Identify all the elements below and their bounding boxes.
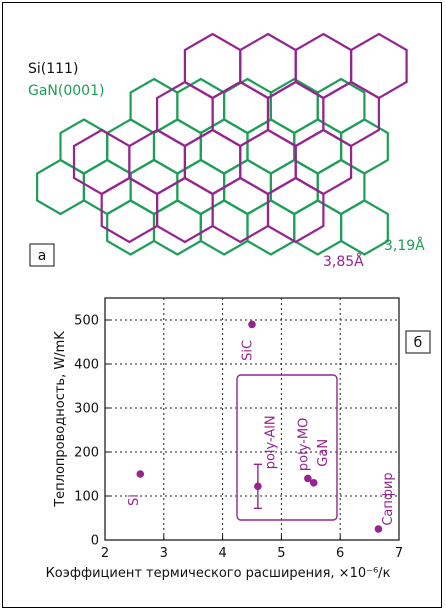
data-point bbox=[254, 482, 262, 491]
panel-b-label-box bbox=[405, 330, 431, 354]
legend-si: Si(111) bbox=[28, 61, 78, 77]
data-point bbox=[136, 470, 145, 478]
si-lattice bbox=[72, 32, 408, 244]
lattice-hexagon bbox=[246, 118, 296, 175]
lattice-hexagon bbox=[266, 176, 325, 244]
lattice-hexagon bbox=[316, 158, 366, 216]
y-tick-label: 200 bbox=[74, 446, 99, 461]
data-point bbox=[374, 525, 383, 533]
lattice-hexagon bbox=[176, 77, 226, 135]
lattice-hexagon bbox=[223, 158, 272, 216]
lattice-hexagon bbox=[239, 32, 297, 100]
lattice-hexagon bbox=[129, 77, 179, 135]
x-axis-label: Коэффициент термического расширения, ×10… bbox=[46, 566, 391, 581]
data-point bbox=[248, 320, 256, 329]
axis-ticks: 2 3 4 5 6 7 0 100 200 300 400 500 bbox=[74, 314, 403, 562]
lattice-hexagon bbox=[152, 118, 202, 175]
outer-frame bbox=[2, 2, 442, 608]
x-tick-label: 7 bbox=[395, 546, 403, 561]
chart-grid bbox=[105, 298, 399, 540]
lattice-hexagon bbox=[269, 77, 319, 135]
lattice-hexagon bbox=[156, 80, 214, 148]
lattice-hexagon bbox=[322, 80, 380, 148]
gan-lattice bbox=[35, 77, 389, 256]
y-tick-label: 0 bbox=[91, 534, 99, 549]
lattice-hexagon bbox=[239, 128, 297, 196]
lattice-hexagon bbox=[106, 199, 156, 256]
y-tick-label: 500 bbox=[74, 314, 99, 329]
gan-lattice-constant: 3,19Å bbox=[384, 237, 425, 254]
data-point bbox=[304, 474, 312, 483]
lattice-hexagon bbox=[59, 118, 109, 175]
y-tick-label: 300 bbox=[74, 402, 99, 417]
x-tick-label: 3 bbox=[160, 546, 168, 561]
point-label: SiC bbox=[241, 340, 256, 361]
point-label: poly-AlN bbox=[263, 415, 278, 469]
x-tick-label: 4 bbox=[218, 546, 226, 561]
lattice-hexagon bbox=[340, 118, 389, 175]
panel-a-label-box bbox=[29, 243, 55, 267]
panel-a-label: а bbox=[38, 248, 47, 264]
lattice-hexagon bbox=[156, 176, 214, 244]
lattice-hexagon bbox=[183, 128, 242, 196]
plot-frame bbox=[104, 297, 400, 541]
lattice-hexagon bbox=[340, 199, 389, 256]
x-tick-label: 2 bbox=[101, 546, 109, 561]
point-label: Сапфир bbox=[381, 472, 396, 525]
data-points: Si SiC poly-AlN poly-MO GaN Сапфир bbox=[127, 320, 396, 533]
y-axis-label: Теплопроводность, W/mK bbox=[53, 331, 68, 508]
lattice-hexagon bbox=[293, 199, 343, 256]
panel-b-label: б bbox=[414, 335, 423, 351]
point-label: Si bbox=[127, 494, 142, 506]
si-lattice-constant: 3,85Å bbox=[323, 253, 364, 270]
x-tick-label: 6 bbox=[336, 546, 344, 561]
lattice-hexagon bbox=[35, 158, 86, 216]
panel-b-chart: 2 3 4 5 6 7 0 100 200 300 400 500 Si SiC poly-AlN poly… bbox=[46, 297, 431, 581]
legend-gan: GaN(0001) bbox=[28, 83, 104, 99]
nitride-group-box bbox=[236, 374, 338, 521]
point-label: poly-MO bbox=[296, 418, 311, 471]
x-tick-label: 5 bbox=[277, 546, 285, 561]
point-label: GaN bbox=[316, 439, 331, 467]
lattice-hexagon bbox=[293, 118, 343, 175]
y-tick-label: 400 bbox=[74, 358, 99, 373]
data-point bbox=[309, 479, 318, 487]
panel-a-lattice: Si(111) GaN(0001) а 3,85Å 3,19Å bbox=[28, 32, 425, 270]
y-tick-label: 100 bbox=[74, 490, 99, 505]
